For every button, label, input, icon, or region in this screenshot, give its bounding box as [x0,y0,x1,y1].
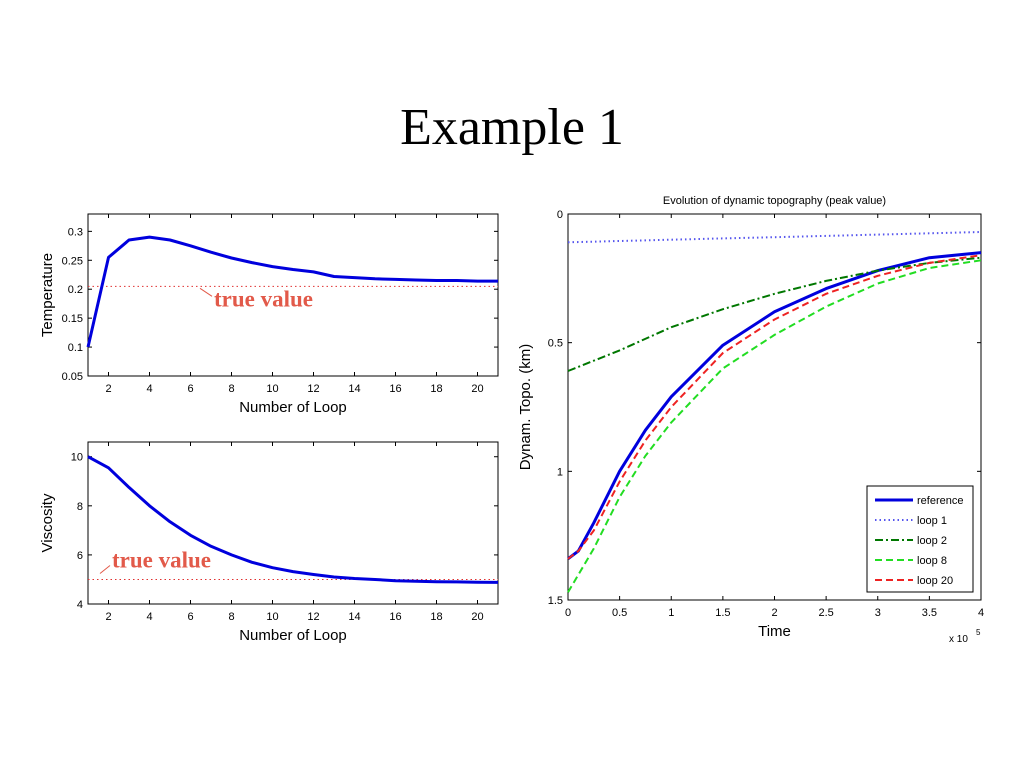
x-tick-label: 8 [228,383,234,395]
series-line [86,235,498,348]
annotation-text: true value [214,286,313,311]
series-line [87,455,499,584]
x-tick-label: 2 [105,383,111,395]
x-tick-label: 20 [471,383,483,395]
x-tick-label: 1 [668,607,674,619]
x-tick-label: 3.5 [922,607,937,619]
plot-area [87,213,499,377]
legend-label: loop 8 [917,555,947,567]
x-tick-label: 10 [266,611,278,623]
y-tick-label: 6 [77,550,83,562]
x-tick-label: 12 [307,611,319,623]
x-tick-label: 6 [187,383,193,395]
y-tick-label: 0.5 [548,338,563,350]
x-axis-label: Number of Loop [239,399,347,416]
y-tick-label: 0.15 [62,313,83,325]
chart-2: 2 4 6 8 10 12 14 16 18 20 4 6 8 10 Number of Loop Visco… [39,441,499,644]
y-tick-label: 1 [557,466,563,478]
x-tick-label: 2 [771,607,777,619]
series-line-loop-2 [567,256,982,372]
series-line-reference [567,251,982,561]
y-axis-label: Viscosity [39,493,56,552]
legend-box [866,485,974,593]
x-tick-label: 18 [430,611,442,623]
x-tick-label: 18 [430,383,442,395]
series-line-loop-8 [567,259,982,593]
x-tick-label: 20 [471,611,483,623]
y-tick-label: 8 [77,501,83,513]
legend: reference loop 1 loop 2 loop 8 loop 20 [866,485,974,593]
x-tick-label: 14 [348,611,360,623]
x-tick-label: 2.5 [818,607,833,619]
chart-title: Evolution of dynamic topography (peak va… [663,195,886,207]
x-tick-label: 14 [348,383,360,395]
plot-area [87,441,499,605]
x-tick-label: 10 [266,383,278,395]
annotation-pointer [199,287,213,297]
legend-label: loop 20 [917,575,953,587]
annotation-pointer [99,565,111,574]
x-tick-label: 8 [228,611,234,623]
x-tick-label: 4 [146,611,152,623]
x-tick-label: 4 [146,383,152,395]
y-tick-label: 4 [77,599,83,611]
x-tick-label: 1.5 [715,607,730,619]
x-tick-label: 12 [307,383,319,395]
y-tick-label: 0.3 [68,226,83,238]
legend-label: loop 1 [917,515,947,527]
y-tick-label: 0.05 [62,371,83,383]
x-tick-label: 16 [389,383,401,395]
legend-label: loop 2 [917,535,947,547]
y-tick-label: 0.2 [68,284,83,296]
x-tick-label: 0 [565,607,571,619]
y-tick-label: 10 [71,452,83,464]
x-axis-label: Number of Loop [239,627,347,644]
x-tick-label: 2 [105,611,111,623]
y-tick-label: 1.5 [548,595,563,607]
x-tick-label: 3 [875,607,881,619]
annotation-text: true value [112,547,211,572]
series-line-loop-1 [567,231,982,244]
chart-1: 2 4 6 8 10 12 14 16 18 20 0.05 0.1 0.15 0.2 0.25 0.3 Num… [39,213,499,416]
x-tick-label: 0.5 [612,607,627,619]
y-axis-label: Temperature [39,253,56,337]
y-tick-label: 0.1 [68,342,83,354]
y-axis-label: Dynam. Topo. (km) [517,344,534,470]
y-tick-label: 0 [557,209,563,221]
chart-3: 0 0.5 1 1.5 2 2.5 3 3.5 4 0 0.5 1 1.5 Time Dynam. Topo… [517,195,984,645]
x-exponent-label: x 10 [949,634,968,645]
x-tick-label: 4 [978,607,984,619]
slide-title: Example 1 [400,99,624,156]
x-tick-label: 6 [187,611,193,623]
x-exponent-power: 5 [976,628,981,637]
series-line-loop-20 [567,254,982,560]
y-tick-label: 0.25 [62,255,83,267]
x-tick-label: 16 [389,611,401,623]
x-axis-label: Time [758,623,791,640]
legend-label: reference [917,495,963,507]
